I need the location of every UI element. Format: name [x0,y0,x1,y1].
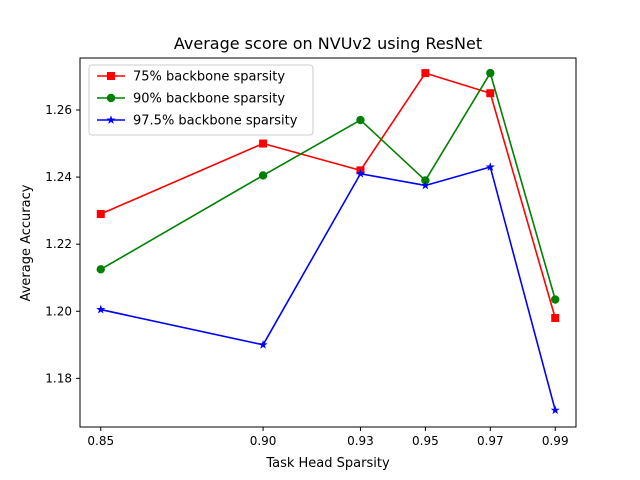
x-axis-ticks: 0.85 0.90 0.93 0.95 0.97 0.99 [87,427,569,448]
series-line [100,72,556,300]
y-tick-label: 1.22 [45,237,72,251]
legend-item: 97.5% backbone sparsity [97,114,298,129]
legend-label: 90% backbone sparsity [133,92,285,107]
legend-label: 75% backbone sparsity [133,70,285,85]
x-tick-label: 0.97 [477,434,504,448]
data-point [258,340,268,349]
data-point [96,265,105,274]
data-point [96,209,105,218]
legend-marker [106,93,116,103]
chart-title: Average score on NVUv2 using ResNet [174,34,482,53]
series-3 [96,162,560,415]
data-point [259,139,268,148]
legend-label: 97.5% backbone sparsity [133,114,298,129]
series-line [100,72,556,319]
data-point [551,295,560,304]
y-tick-label: 1.18 [45,371,72,385]
legend-marker [107,72,115,80]
y-axis-ticks: 1.18 1.20 1.22 1.24 1.26 [45,103,80,385]
x-tick-label: 0.90 [250,434,277,448]
plot-area [79,57,577,428]
data-point [258,171,268,180]
legend-item: 75% backbone sparsity [97,70,285,85]
data-point [355,168,366,178]
legend-box [88,64,314,136]
y-tick-label: 1.20 [45,304,72,318]
legend-item: 90% backbone sparsity [97,92,285,107]
x-axis-label: Task Head Sparsity [265,456,390,471]
y-tick-label: 1.26 [45,103,72,117]
data-point [550,405,560,415]
x-tick-label: 0.95 [412,434,439,448]
x-tick-label: 0.99 [542,434,569,448]
series-line [100,166,557,411]
data-point [421,69,430,78]
x-tick-label: 0.85 [87,434,114,448]
data-point [485,162,495,171]
data-point [420,180,430,190]
data-point [551,313,560,322]
y-tick-label: 1.24 [45,170,72,184]
series-2 [96,68,560,304]
x-tick-label: 0.93 [347,434,374,448]
data-point [356,115,365,125]
data-point [486,68,495,78]
legend-marker [106,115,116,124]
series-layer [96,68,560,415]
legend: 75% backbone sparsity 90% backbone sparsi… [88,64,314,136]
data-point [96,304,106,314]
axes-frame [79,57,577,428]
y-axis-label: Average Accuracy [19,184,34,301]
data-point [486,89,495,98]
data-point [421,176,430,185]
